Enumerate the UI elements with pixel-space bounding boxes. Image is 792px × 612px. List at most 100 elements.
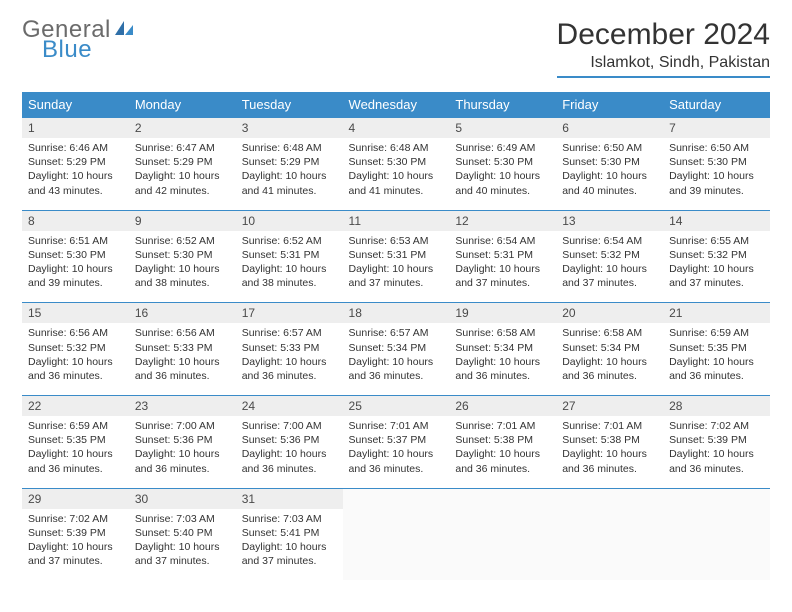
daylight-line: Daylight: 10 hours and 38 minutes. [242,262,337,290]
sunrise-line: Sunrise: 7:00 AM [242,419,337,433]
daylight-line: Daylight: 10 hours and 36 minutes. [349,447,444,475]
day-number-cell: 24 [236,396,343,417]
sunrise-line: Sunrise: 6:48 AM [349,141,444,155]
title-block: December 2024 Islamkot, Sindh, Pakistan [557,18,770,78]
daylight-line: Daylight: 10 hours and 36 minutes. [242,447,337,475]
sunset-line: Sunset: 5:32 PM [669,248,764,262]
dow-header: Sunday [22,92,129,118]
sunrise-line: Sunrise: 6:50 AM [562,141,657,155]
day-detail-cell [663,509,770,581]
sunrise-line: Sunrise: 6:56 AM [28,326,123,340]
sunset-line: Sunset: 5:38 PM [455,433,550,447]
day-number-cell [556,488,663,509]
day-number-cell: 27 [556,396,663,417]
day-number-cell: 18 [343,303,450,324]
sunrise-line: Sunrise: 7:00 AM [135,419,230,433]
daylight-line: Daylight: 10 hours and 37 minutes. [562,262,657,290]
day-number-cell: 2 [129,118,236,139]
daylight-line: Daylight: 10 hours and 40 minutes. [562,169,657,197]
sunrise-line: Sunrise: 6:51 AM [28,234,123,248]
daylight-line: Daylight: 10 hours and 36 minutes. [455,355,550,383]
day-number-cell: 23 [129,396,236,417]
location-text: Islamkot, Sindh, Pakistan [557,54,770,78]
logo-text-blue: Blue [42,38,135,62]
day-number-cell: 12 [449,210,556,231]
sunset-line: Sunset: 5:39 PM [28,526,123,540]
day-number-cell: 4 [343,118,450,139]
sunset-line: Sunset: 5:34 PM [455,341,550,355]
dow-header: Saturday [663,92,770,118]
calendar-table: SundayMondayTuesdayWednesdayThursdayFrid… [22,92,770,580]
sunrise-line: Sunrise: 6:49 AM [455,141,550,155]
day-detail-cell: Sunrise: 6:50 AMSunset: 5:30 PMDaylight:… [663,138,770,210]
sunrise-line: Sunrise: 6:46 AM [28,141,123,155]
day-number-cell: 14 [663,210,770,231]
day-number-cell: 29 [22,488,129,509]
daylight-line: Daylight: 10 hours and 36 minutes. [28,355,123,383]
day-number-cell [663,488,770,509]
sunset-line: Sunset: 5:40 PM [135,526,230,540]
day-number-cell: 8 [22,210,129,231]
day-detail-cell: Sunrise: 6:49 AMSunset: 5:30 PMDaylight:… [449,138,556,210]
day-number-cell: 19 [449,303,556,324]
sunset-line: Sunset: 5:33 PM [242,341,337,355]
day-detail-cell: Sunrise: 6:55 AMSunset: 5:32 PMDaylight:… [663,231,770,303]
sunrise-line: Sunrise: 6:52 AM [135,234,230,248]
day-detail-cell: Sunrise: 7:02 AMSunset: 5:39 PMDaylight:… [22,509,129,581]
day-number-cell: 6 [556,118,663,139]
daylight-line: Daylight: 10 hours and 36 minutes. [669,447,764,475]
daylight-line: Daylight: 10 hours and 38 minutes. [135,262,230,290]
logo: General Blue [22,18,135,62]
sunset-line: Sunset: 5:30 PM [562,155,657,169]
day-number-cell: 26 [449,396,556,417]
day-detail-cell: Sunrise: 7:03 AMSunset: 5:41 PMDaylight:… [236,509,343,581]
day-detail-cell: Sunrise: 7:00 AMSunset: 5:36 PMDaylight:… [236,416,343,488]
daylight-line: Daylight: 10 hours and 36 minutes. [562,355,657,383]
sunset-line: Sunset: 5:31 PM [242,248,337,262]
sunrise-line: Sunrise: 7:01 AM [455,419,550,433]
sunset-line: Sunset: 5:35 PM [28,433,123,447]
sunset-line: Sunset: 5:29 PM [242,155,337,169]
daylight-line: Daylight: 10 hours and 39 minutes. [669,169,764,197]
sunset-line: Sunset: 5:30 PM [455,155,550,169]
daylight-line: Daylight: 10 hours and 37 minutes. [669,262,764,290]
dow-header: Monday [129,92,236,118]
day-detail-cell: Sunrise: 6:59 AMSunset: 5:35 PMDaylight:… [663,323,770,395]
sunset-line: Sunset: 5:30 PM [669,155,764,169]
sunset-line: Sunset: 5:36 PM [242,433,337,447]
day-number-cell: 17 [236,303,343,324]
daylight-line: Daylight: 10 hours and 36 minutes. [669,355,764,383]
day-detail-cell: Sunrise: 6:52 AMSunset: 5:31 PMDaylight:… [236,231,343,303]
day-detail-cell [449,509,556,581]
day-number-cell: 7 [663,118,770,139]
sunrise-line: Sunrise: 6:50 AM [669,141,764,155]
day-detail-cell: Sunrise: 7:02 AMSunset: 5:39 PMDaylight:… [663,416,770,488]
day-number-cell: 30 [129,488,236,509]
day-detail-cell: Sunrise: 6:57 AMSunset: 5:33 PMDaylight:… [236,323,343,395]
sunrise-line: Sunrise: 6:57 AM [349,326,444,340]
daylight-line: Daylight: 10 hours and 37 minutes. [242,540,337,568]
sunset-line: Sunset: 5:33 PM [135,341,230,355]
daylight-line: Daylight: 10 hours and 36 minutes. [349,355,444,383]
day-number-cell: 5 [449,118,556,139]
dow-header: Wednesday [343,92,450,118]
daylight-line: Daylight: 10 hours and 39 minutes. [28,262,123,290]
sunset-line: Sunset: 5:39 PM [669,433,764,447]
day-detail-cell: Sunrise: 6:59 AMSunset: 5:35 PMDaylight:… [22,416,129,488]
day-detail-cell: Sunrise: 6:54 AMSunset: 5:32 PMDaylight:… [556,231,663,303]
sunrise-line: Sunrise: 6:58 AM [455,326,550,340]
day-detail-cell: Sunrise: 6:57 AMSunset: 5:34 PMDaylight:… [343,323,450,395]
day-detail-cell: Sunrise: 6:56 AMSunset: 5:32 PMDaylight:… [22,323,129,395]
day-number-cell: 13 [556,210,663,231]
daylight-line: Daylight: 10 hours and 36 minutes. [562,447,657,475]
day-number-cell: 31 [236,488,343,509]
day-detail-cell: Sunrise: 7:03 AMSunset: 5:40 PMDaylight:… [129,509,236,581]
sunrise-line: Sunrise: 6:53 AM [349,234,444,248]
day-detail-cell: Sunrise: 6:48 AMSunset: 5:29 PMDaylight:… [236,138,343,210]
sunset-line: Sunset: 5:34 PM [349,341,444,355]
sunrise-line: Sunrise: 6:52 AM [242,234,337,248]
day-detail-cell: Sunrise: 6:58 AMSunset: 5:34 PMDaylight:… [556,323,663,395]
day-detail-cell: Sunrise: 6:54 AMSunset: 5:31 PMDaylight:… [449,231,556,303]
daylight-line: Daylight: 10 hours and 36 minutes. [455,447,550,475]
sunrise-line: Sunrise: 7:03 AM [135,512,230,526]
